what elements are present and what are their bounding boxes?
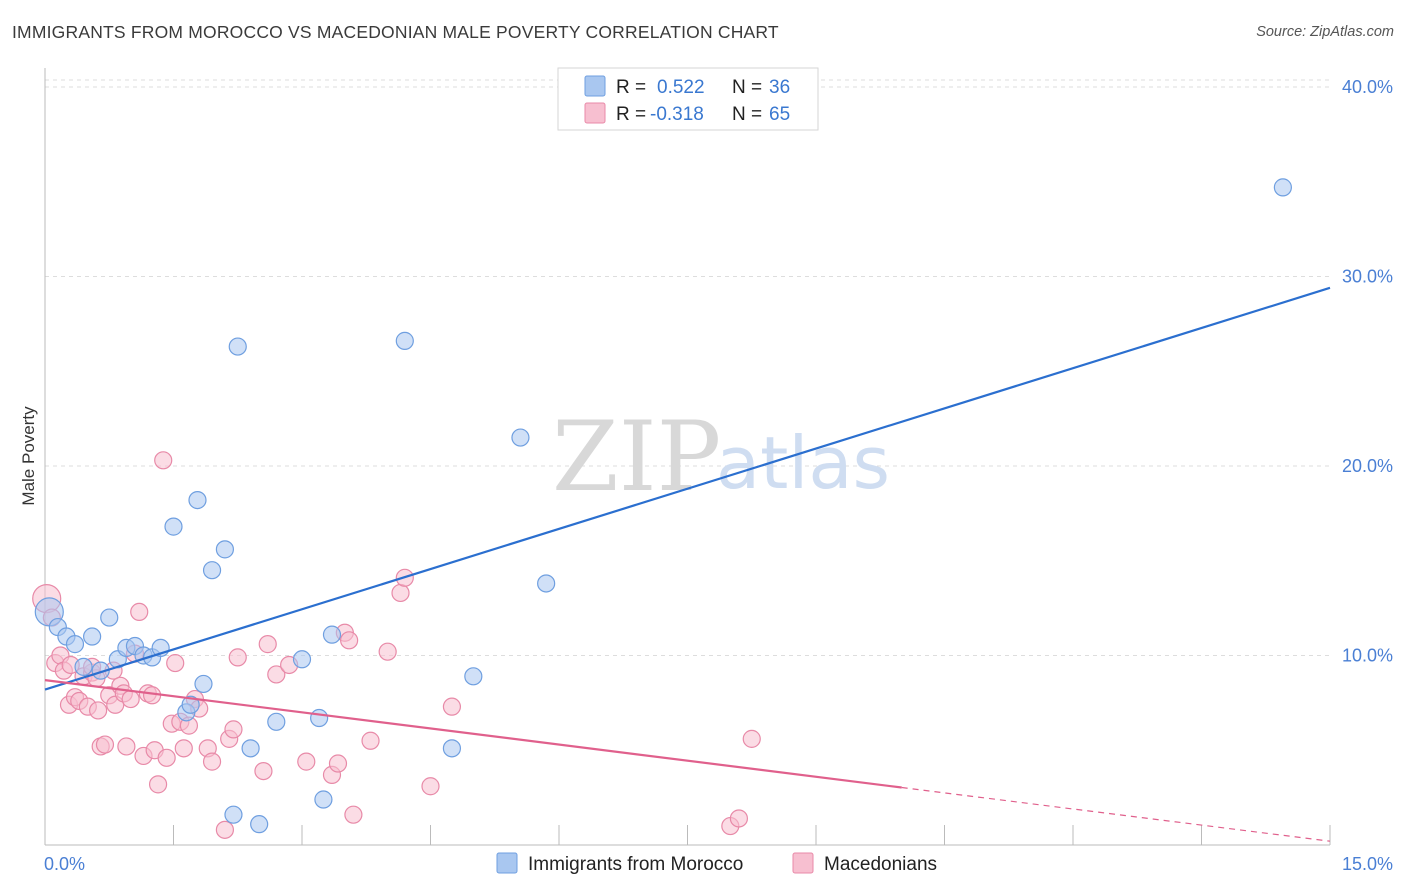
morocco-point [537, 574, 556, 593]
x-tick-label: 15.0% [1342, 854, 1393, 874]
morocco-point [194, 674, 213, 694]
legend-n-value-2: 65 [769, 104, 790, 125]
correlation-legend: R = 0.522 N = 36 R = -0.318 N = 65 [557, 67, 819, 131]
legend-swatch-blue [584, 75, 606, 97]
morocco-point [83, 627, 102, 646]
y-tick-labels: 10.0% 20.0% 30.0% 40.0% [1342, 77, 1393, 666]
y-tick-label: 10.0% [1342, 645, 1393, 665]
legend-n-label-1: N = [732, 77, 762, 98]
bottom-legend-macedonians: Macedonians [824, 854, 937, 875]
gridlines [45, 79, 1330, 656]
series-legend: Immigrants from Morocco Macedonians [496, 852, 937, 875]
macedonians-point [328, 754, 348, 773]
morocco-point [202, 561, 222, 580]
morocco-point [1273, 178, 1292, 197]
bottom-legend-morocco: Immigrants from Morocco [528, 854, 743, 875]
macedonians-point [224, 720, 243, 739]
trend-lines [44, 286, 1331, 842]
macedonians-point [361, 731, 380, 750]
x-tick-labels: 0.0% 15.0% [44, 854, 1393, 874]
morocco-point [228, 337, 247, 356]
morocco-point [164, 517, 183, 536]
morocco-point [250, 815, 269, 834]
morocco-point [215, 540, 234, 559]
macedonians-point [130, 602, 149, 622]
legend-swatch-pink [584, 102, 606, 124]
macedonians-point [344, 805, 363, 824]
macedonians-point [258, 635, 277, 654]
axes [44, 68, 1331, 846]
morocco-point [292, 650, 312, 669]
macedonians-point [166, 653, 185, 673]
macedonians-trend-extension [901, 786, 1331, 842]
y-tick-label: 20.0% [1342, 456, 1393, 476]
morocco-point [224, 805, 243, 824]
morocco-trend-line [44, 286, 1331, 691]
morocco-point [310, 708, 329, 728]
macedonians-point [254, 761, 273, 781]
morocco-points [34, 178, 1292, 834]
morocco-point [267, 712, 286, 731]
macedonians-point [202, 752, 222, 771]
macedonians-point [117, 737, 136, 756]
source-label: Source: ZipAtlas.com [1256, 24, 1394, 40]
macedonians-point [442, 697, 462, 716]
macedonians-point [121, 689, 140, 709]
macedonians-point [729, 809, 749, 828]
bottom-legend-swatch-pink [792, 852, 814, 874]
morocco-point [314, 790, 333, 809]
legend-r-label-1: R = [616, 77, 646, 98]
macedonians-point [421, 777, 440, 796]
morocco-point [511, 428, 530, 447]
morocco-point [464, 667, 483, 686]
x-tick-label: 0.0% [44, 854, 85, 874]
legend-r-value-2: -0.318 [650, 104, 704, 125]
macedonians-point [297, 752, 316, 771]
morocco-point [442, 739, 462, 758]
morocco-point [322, 625, 342, 644]
macedonians-point [89, 701, 108, 720]
morocco-point [181, 695, 200, 714]
macedonians-point [148, 775, 168, 794]
macedonians-point [174, 739, 193, 758]
legend-n-label-2: N = [732, 104, 762, 125]
y-axis-label: Male Poverty [19, 406, 38, 506]
y-tick-label: 30.0% [1342, 266, 1393, 286]
morocco-point [241, 739, 260, 758]
morocco-point [188, 490, 207, 510]
chart-title: IMMIGRANTS FROM MOROCCO VS MACEDONIAN MA… [12, 22, 779, 42]
macedonians-point [378, 642, 397, 661]
legend-r-value-1: 0.522 [657, 77, 705, 98]
legend-r-label-2: R = [616, 104, 646, 125]
morocco-point [395, 331, 414, 350]
macedonians-point [340, 631, 359, 650]
macedonians-point [95, 735, 115, 754]
macedonians-point [391, 583, 410, 603]
macedonians-point [228, 648, 247, 667]
macedonians-point [154, 451, 173, 470]
morocco-point [100, 608, 119, 627]
bottom-legend-swatch-blue [496, 852, 518, 874]
macedonians-point [157, 748, 176, 767]
macedonians-point [215, 820, 234, 839]
morocco-point [74, 657, 93, 676]
macedonians-point [267, 665, 286, 684]
watermark-zip: ZIP [552, 401, 721, 513]
morocco-point [65, 635, 85, 654]
y-tick-label: 40.0% [1342, 77, 1393, 97]
watermark: ZIP atlas [552, 401, 890, 513]
legend-n-value-1: 36 [769, 77, 790, 98]
macedonians-point [742, 729, 761, 748]
macedonians-trend-line [44, 679, 902, 789]
